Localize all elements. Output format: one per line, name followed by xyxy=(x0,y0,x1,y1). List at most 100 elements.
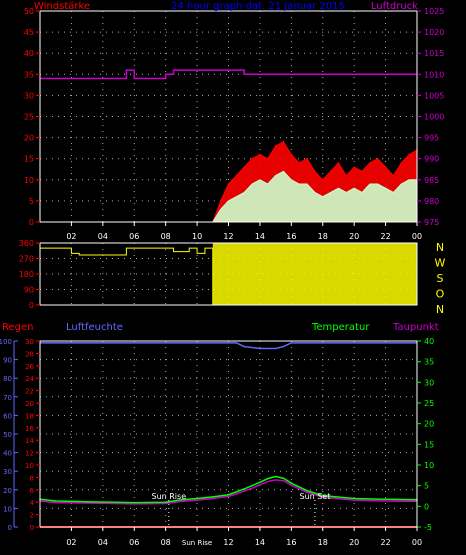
temp-ytick-label-9: 40 xyxy=(424,337,434,346)
rain-ytick-label-7: 14 xyxy=(25,437,34,445)
rain-ytick-label-1: 2 xyxy=(30,512,34,520)
wind-xtick-label-11: 00 xyxy=(412,232,422,241)
wind-ytick-label-10: 50 xyxy=(24,7,34,16)
rain-ytick-label-8: 16 xyxy=(25,425,34,433)
wind-ytick-label-4: 20 xyxy=(24,134,34,143)
direction-ytick-label-3: 270 xyxy=(19,255,34,264)
temp-xtick-label-11: 00 xyxy=(412,538,422,547)
pressure-axis-title: Luftdruck xyxy=(371,1,418,12)
pressure-ytick-label-5: 1000 xyxy=(424,113,444,122)
wind-ytick-label-3: 15 xyxy=(24,155,34,164)
wind-axis-title: Windstärke xyxy=(34,1,90,12)
direction-compass-label-3: O xyxy=(436,288,445,301)
wind-gust-point-20 xyxy=(361,170,363,173)
wind-xtick-label-3: 08 xyxy=(161,232,171,241)
wind-gust-point-8 xyxy=(266,157,269,160)
wind-ytick-label-0: 0 xyxy=(29,218,34,227)
dewpoint-label: Taupunkt xyxy=(392,322,439,333)
wind-gust-point-12 xyxy=(298,162,300,164)
wind-ytick-label-8: 40 xyxy=(24,49,34,58)
pressure-series-line xyxy=(40,69,417,80)
rain-ytick-label-15: 30 xyxy=(25,338,34,346)
direction-compass-label-4: N xyxy=(436,303,444,316)
wind-gust-point-9 xyxy=(274,145,277,147)
temp-xtick-label-9: 20 xyxy=(349,538,359,547)
wind-gust-point-18 xyxy=(345,174,348,177)
temperature-point-9 xyxy=(235,491,238,493)
humidity-ytick-label-5: 50 xyxy=(3,431,12,439)
temp-xtick-label-6: 14 xyxy=(255,538,265,547)
temp-xtick-label-4: Sun Rise xyxy=(182,539,212,547)
temp-ytick-label-1: 0 xyxy=(424,502,429,511)
pressure-ytick-label-9: 1020 xyxy=(424,28,444,37)
humidity-series-line xyxy=(40,342,417,350)
rain-ytick-label-12: 24 xyxy=(25,375,34,383)
wind-xtick-label-2: 06 xyxy=(129,232,139,241)
temperature-point-11 xyxy=(251,484,253,487)
temp-ytick-label-6: 25 xyxy=(424,399,434,408)
direction-ytick-label-4: 360 xyxy=(19,239,34,248)
wind-xtick-label-7: 16 xyxy=(286,232,296,241)
wind-gust-point-15 xyxy=(321,179,324,181)
wind-gust-point-22 xyxy=(376,157,379,160)
pressure-ytick-label-1: 980 xyxy=(424,197,439,206)
wind-gust-point-7 xyxy=(259,153,261,156)
wind-xtick-label-1: 04 xyxy=(98,232,108,241)
humidity-ytick-label-8: 80 xyxy=(3,375,12,383)
wind-ytick-label-9: 45 xyxy=(24,28,34,37)
wind-gust-point-4 xyxy=(235,174,238,177)
humidity-label: Luftfeuchte xyxy=(66,322,123,333)
temp-ytick-label-5: 20 xyxy=(424,420,434,429)
direction-compass-label-2: S xyxy=(437,272,444,285)
pressure-ytick-label-4: 995 xyxy=(424,134,439,143)
temperature-point-14 xyxy=(274,475,277,478)
temperature-point-1 xyxy=(54,500,57,502)
temperature-series-line xyxy=(39,475,418,504)
rain-ytick-label-3: 6 xyxy=(30,487,35,495)
wind-ytick-label-7: 35 xyxy=(24,70,34,79)
temp-xtick-label-0: 02 xyxy=(66,538,76,547)
humidity-ytick-label-9: 90 xyxy=(3,357,12,365)
rain-ytick-label-0: 0 xyxy=(30,524,34,532)
temperature-label: Temperatur xyxy=(311,322,370,333)
pressure-ytick-label-2: 985 xyxy=(424,176,439,185)
humidity-ytick-label-7: 70 xyxy=(3,394,12,402)
wind-gust-point-23 xyxy=(384,166,387,168)
dewpoint-series-line xyxy=(39,479,418,505)
rain-ytick-label-2: 4 xyxy=(30,499,35,507)
rain-ytick-label-9: 18 xyxy=(25,412,34,420)
temperature-point-20 xyxy=(384,498,387,501)
humidity-ytick-label-1: 10 xyxy=(3,505,12,513)
temp-xtick-label-1: 04 xyxy=(98,538,108,547)
wind-xtick-label-8: 18 xyxy=(318,232,328,241)
rain-ytick-label-11: 22 xyxy=(25,388,34,396)
temperature-point-6 xyxy=(196,497,198,500)
pressure-ytick-label-10: 1025 xyxy=(424,7,444,16)
humidity-ytick-label-3: 30 xyxy=(3,468,12,476)
temperature-point-2 xyxy=(86,500,88,503)
wind-xtick-label-0: 02 xyxy=(66,232,76,241)
sun-annotation-label-1: Sun Set xyxy=(299,492,330,501)
humidity-ytick-label-6: 60 xyxy=(3,412,12,420)
wind-gust-point-17 xyxy=(337,162,340,164)
temperature-point-12 xyxy=(259,481,261,484)
humidity-ytick-label-2: 20 xyxy=(3,487,12,495)
temperature-point-16 xyxy=(290,482,293,484)
temperature-point-3 xyxy=(133,501,136,504)
temp-ytick-label-8: 35 xyxy=(424,358,434,367)
pressure-ytick-label-6: 1005 xyxy=(424,91,444,100)
sun-annotation-label-0: Sun Rise xyxy=(151,492,186,501)
temperature-point-15 xyxy=(282,477,285,480)
wind-xtick-label-9: 20 xyxy=(349,232,359,241)
temperature-point-5 xyxy=(180,498,183,501)
direction-compass-label-0: N xyxy=(436,241,444,254)
wind-gust-point-24 xyxy=(392,174,395,177)
wind-gust-point-2 xyxy=(219,200,222,202)
wind-xtick-label-6: 14 xyxy=(255,232,265,241)
direction-variable-block xyxy=(212,243,417,305)
direction-series-line xyxy=(40,247,214,305)
wind-xtick-label-10: 22 xyxy=(380,232,390,241)
wind-gust-point-6 xyxy=(251,157,253,160)
